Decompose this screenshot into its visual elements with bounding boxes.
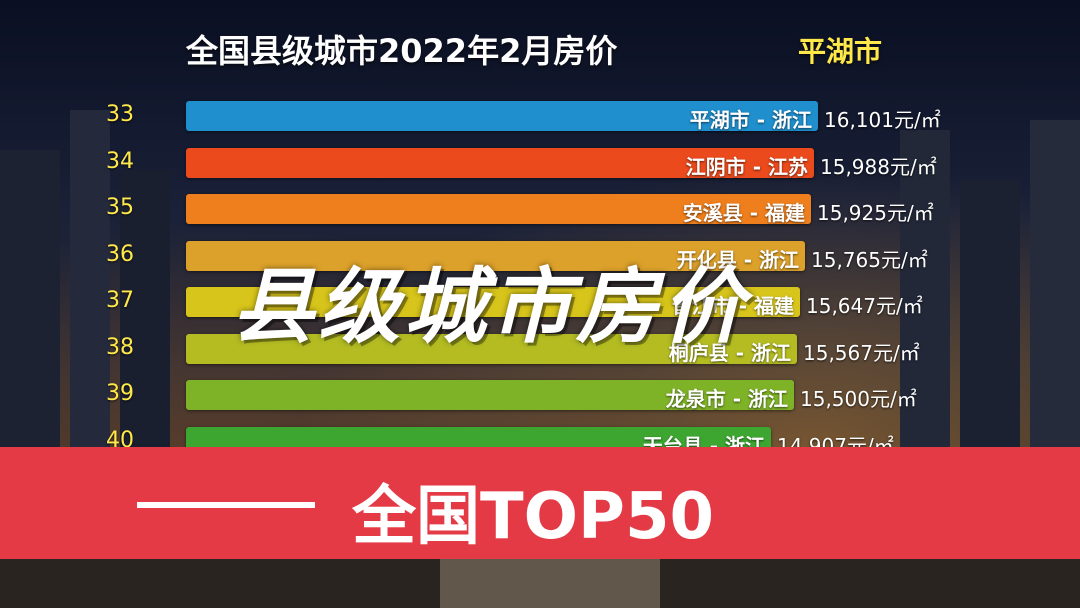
bar-value-label: 15,647元/㎡ — [806, 294, 923, 318]
rank-label: 35 — [106, 195, 134, 220]
bar: 桐庐县 - 浙江 — [186, 333, 797, 365]
rank-label: 36 — [106, 241, 134, 267]
bar: 开化县 - 浙江 — [186, 240, 805, 272]
chart-title: 全国县级城市2022年2月房价 — [186, 32, 618, 70]
bar: 安溪县 - 福建 — [186, 194, 811, 225]
bar-category-label: 江阴市 - 江苏 — [685, 154, 808, 179]
bar-value-label: 15,925元/㎡ — [817, 201, 934, 225]
bar-category-label: 桐庐县 - 浙江 — [668, 340, 791, 365]
bar: 龙泉市 - 浙江 — [186, 380, 794, 411]
bar-category-label: 晋江市 - 福建 — [671, 294, 794, 318]
bar-value-label: 15,765元/㎡ — [811, 247, 928, 272]
bar-category-label: 开化县 - 浙江 — [676, 247, 799, 272]
rank-label: 39 — [106, 381, 134, 406]
banner-dash-decoration — [137, 502, 315, 508]
overlay-caption: 县级城市房价 — [232, 260, 748, 355]
rank-label: 37 — [106, 288, 134, 313]
bar: 平湖市 - 浙江 — [186, 101, 818, 132]
bar-category-label: 安溪县 - 福建 — [682, 201, 805, 225]
bar: 晋江市 - 福建 — [186, 287, 800, 318]
rank-label: 38 — [106, 334, 134, 360]
bar-category-label: 龙泉市 - 浙江 — [665, 387, 788, 411]
bar-value-label: 16,101元/㎡ — [824, 108, 941, 132]
rank-label: 33 — [106, 102, 134, 127]
current-city-label: 平湖市 — [798, 35, 883, 68]
bar-value-label: 15,500元/㎡ — [800, 387, 917, 411]
bar-value-label: 15,988元/㎡ — [820, 154, 937, 179]
bar-category-label: 平湖市 - 浙江 — [689, 108, 812, 132]
banner-text: 全国TOP50 — [352, 480, 715, 554]
bar-value-label: 15,567元/㎡ — [803, 340, 920, 365]
bottom-banner: 全国TOP50 — [0, 447, 1080, 559]
bar: 江阴市 - 江苏 — [186, 147, 814, 179]
rank-label: 34 — [106, 148, 134, 174]
